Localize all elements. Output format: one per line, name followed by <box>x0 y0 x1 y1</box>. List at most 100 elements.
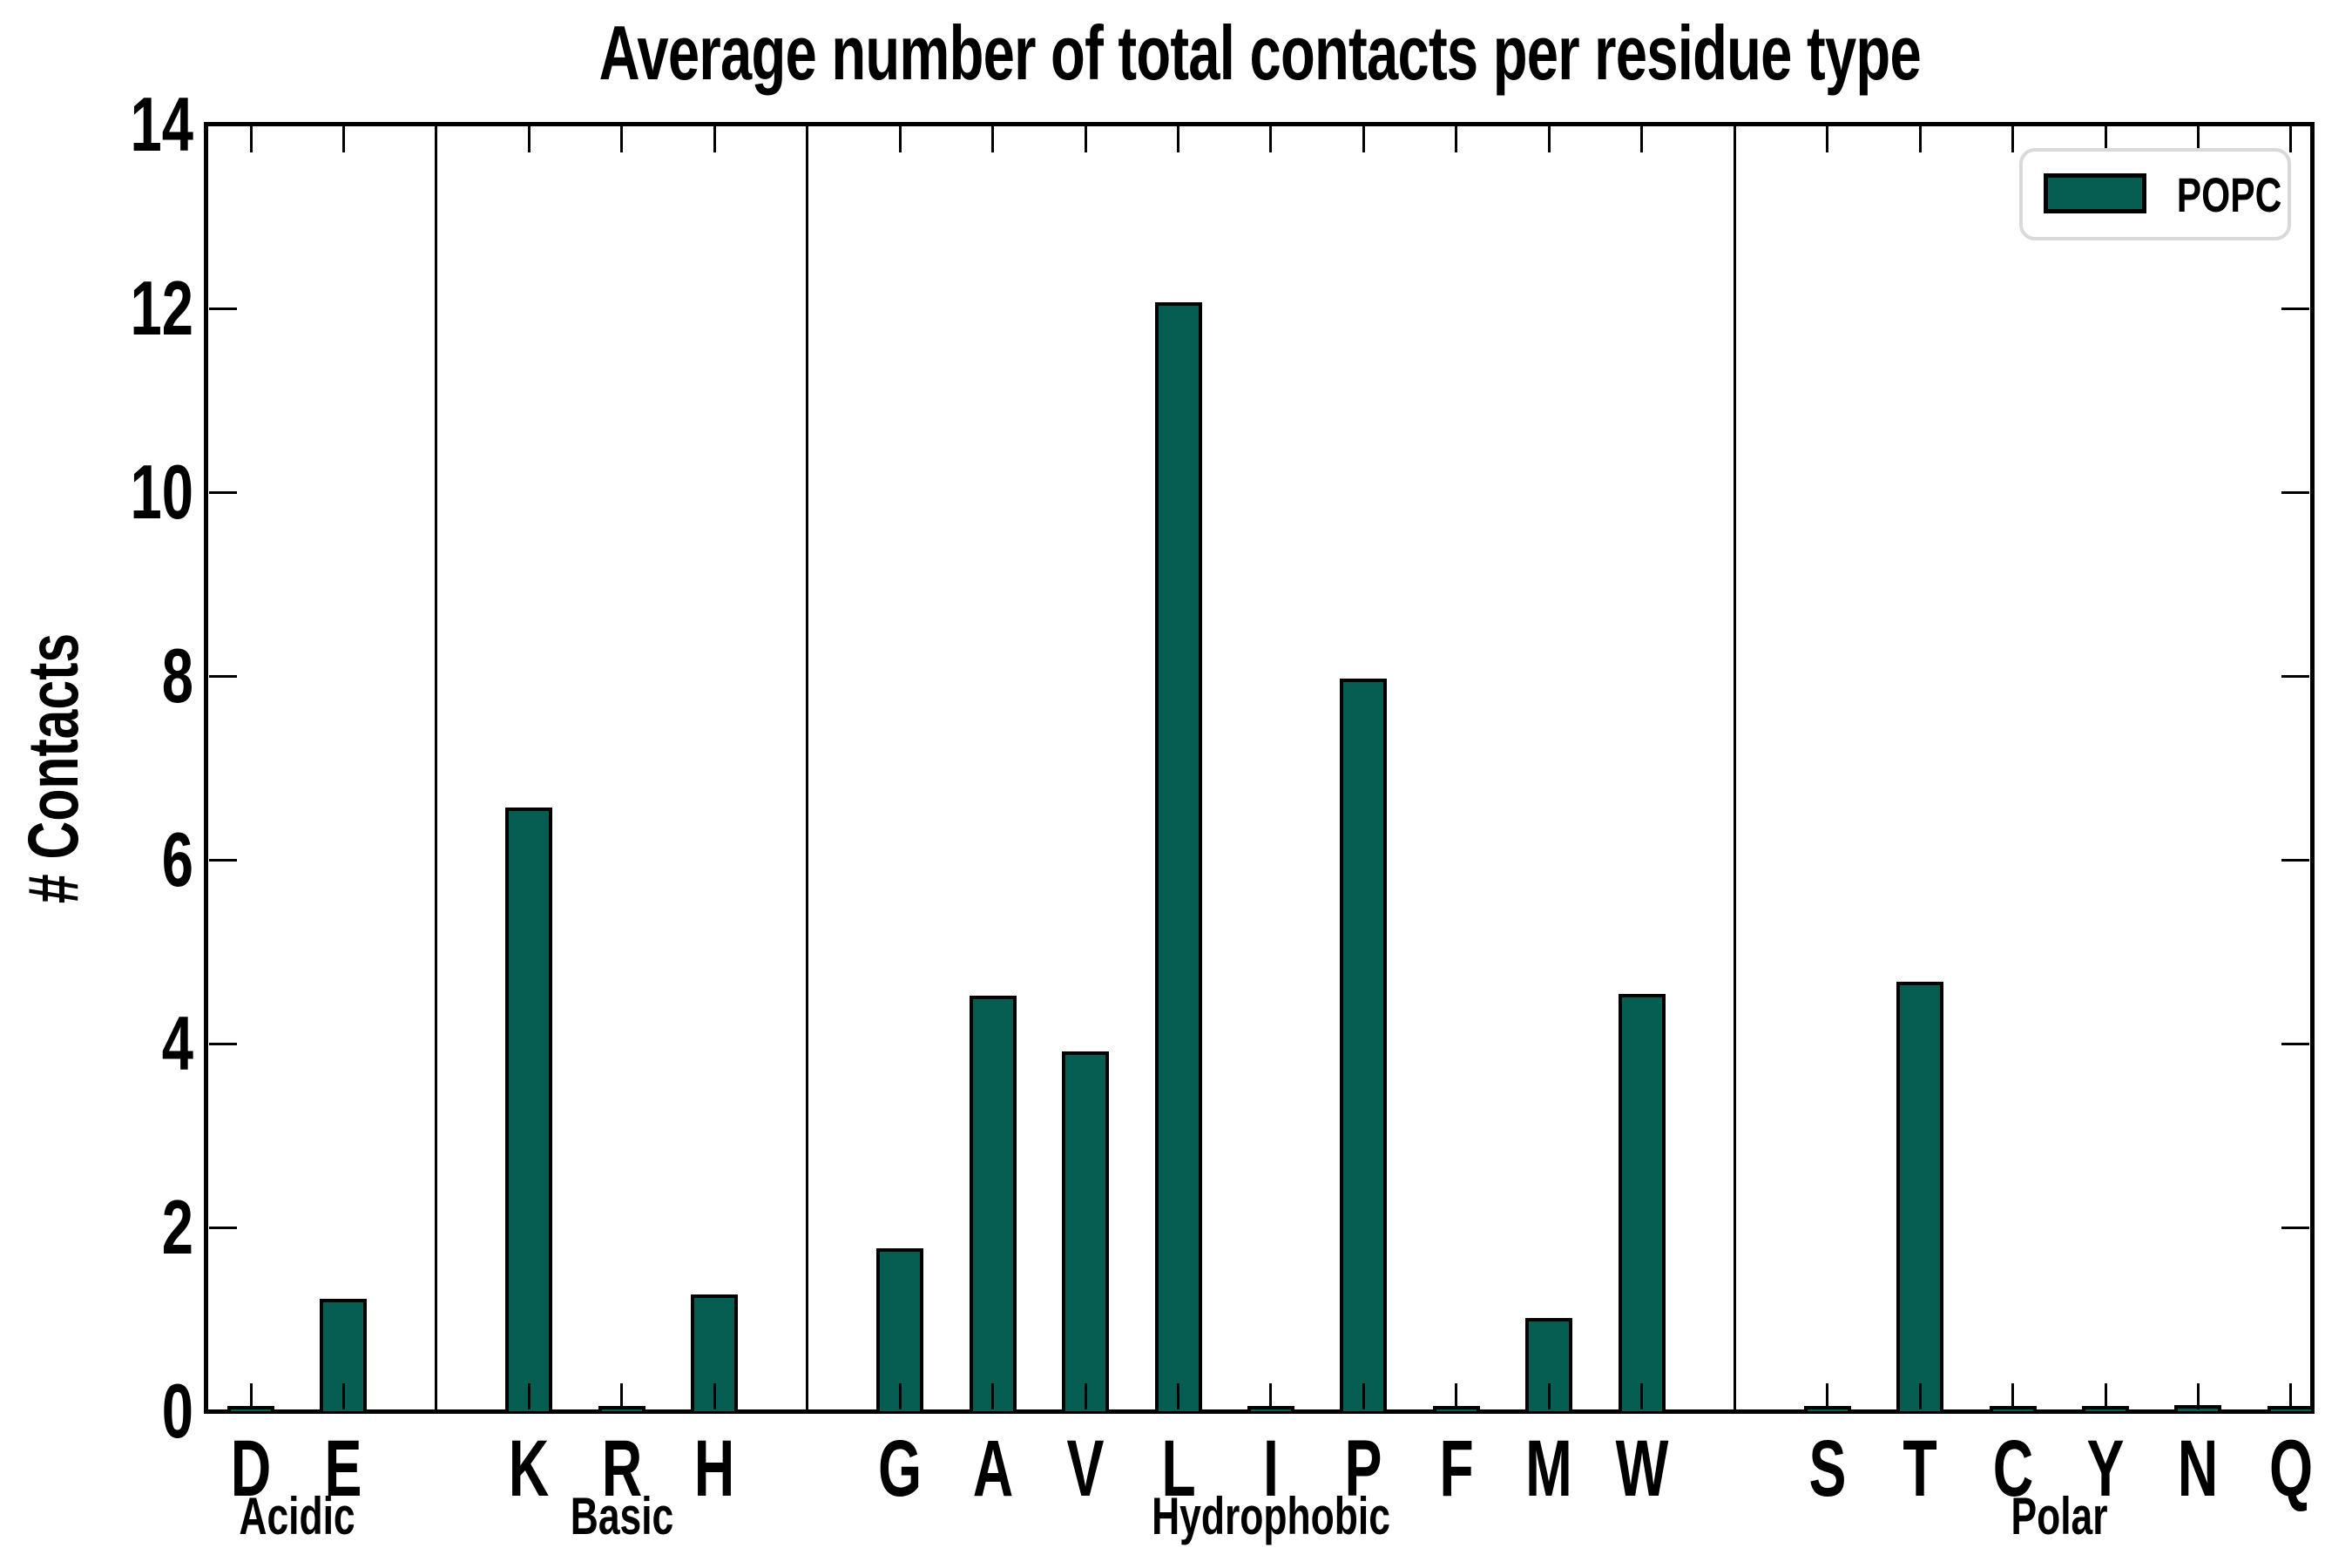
y-tick-right <box>2281 674 2309 678</box>
x-tick-bottom <box>2289 1383 2293 1409</box>
x-tick-top <box>2104 126 2107 152</box>
x-tick-bottom <box>2196 1383 2200 1409</box>
bar-V <box>1062 1051 1110 1411</box>
x-tick-top <box>249 126 253 152</box>
group-separator-line <box>435 126 438 1409</box>
x-tick-bottom <box>898 1383 902 1409</box>
plot-frame <box>204 122 2315 1414</box>
x-tick-top <box>1269 126 1273 152</box>
x-label-V: V <box>1066 1424 1105 1513</box>
x-tick-bottom <box>1918 1383 1922 1409</box>
y-tick-left <box>209 307 237 310</box>
x-tick-top <box>806 126 809 152</box>
bar-P <box>1340 679 1388 1411</box>
x-label-Y: Y <box>2086 1424 2125 1513</box>
x-label-K: K <box>509 1424 550 1513</box>
y-tick-left <box>209 1226 237 1229</box>
y-tick-label-0: 0 <box>161 1368 193 1454</box>
y-tick-right <box>2281 1226 2309 1229</box>
x-tick-top <box>898 126 902 152</box>
x-label-T: T <box>1903 1424 1937 1513</box>
x-tick-bottom <box>2104 1383 2107 1409</box>
y-tick-label-14: 14 <box>130 81 193 167</box>
y-tick-left <box>209 490 237 494</box>
y-tick-label-6: 6 <box>161 816 193 902</box>
x-tick-bottom <box>2011 1383 2015 1409</box>
group-label-hydrophobic: Hydrophobic <box>1152 1487 1390 1545</box>
x-label-I: I <box>1262 1424 1279 1513</box>
x-label-H: H <box>693 1424 735 1513</box>
x-tick-top <box>620 126 624 152</box>
chart-title-text: Average number of total contacts per res… <box>598 10 1921 96</box>
group-label-basic: Basic <box>570 1487 674 1545</box>
x-label-P: P <box>1344 1424 1382 1513</box>
x-label-W: W <box>1615 1424 1669 1513</box>
x-tick-top <box>2011 126 2015 152</box>
x-tick-bottom <box>806 1383 809 1409</box>
y-tick-label-10: 10 <box>130 449 193 535</box>
x-tick-bottom <box>1826 1383 1829 1409</box>
x-tick-top <box>1455 126 1458 152</box>
x-label-N: N <box>2178 1424 2219 1513</box>
x-tick-bottom <box>1547 1383 1551 1409</box>
x-label-S: S <box>1808 1424 1847 1513</box>
x-tick-bottom <box>1177 1383 1179 1409</box>
y-tick-label-4: 4 <box>161 1000 193 1086</box>
y-tick-right <box>2281 858 2309 862</box>
bar-K <box>505 807 553 1411</box>
x-tick-bottom <box>435 1383 438 1409</box>
x-tick-bottom <box>1362 1383 1365 1409</box>
x-label-L: L <box>1160 1424 1196 1513</box>
x-label-G: G <box>878 1424 923 1513</box>
y-tick-label-12: 12 <box>130 265 193 351</box>
x-tick-bottom <box>1269 1383 1273 1409</box>
group-label-polar: Polar <box>2011 1487 2108 1545</box>
x-tick-top <box>991 126 995 152</box>
x-label-C: C <box>1992 1424 2033 1513</box>
bar-W <box>1618 994 1666 1411</box>
x-label-R: R <box>601 1424 643 1513</box>
x-tick-top <box>1177 126 1179 152</box>
x-label-D: D <box>230 1424 272 1513</box>
x-tick-top <box>1362 126 1365 152</box>
y-tick-left <box>209 858 237 862</box>
y-tick-label-2: 2 <box>161 1184 193 1270</box>
group-separator-line <box>806 126 809 1409</box>
legend-label: POPC <box>2176 167 2282 222</box>
x-tick-bottom <box>1733 1383 1736 1409</box>
x-tick-bottom <box>527 1383 531 1409</box>
y-axis-label: # Contacts <box>14 632 93 904</box>
x-tick-top <box>2196 126 2200 152</box>
x-label-M: M <box>1525 1424 1573 1513</box>
x-tick-top <box>341 126 345 152</box>
x-label-Q: Q <box>2268 1424 2313 1513</box>
group-separator-line <box>1733 126 1736 1409</box>
x-tick-bottom <box>1455 1383 1458 1409</box>
x-tick-top <box>527 126 531 152</box>
x-tick-top <box>1640 126 1644 152</box>
chart-title: Average number of total contacts per res… <box>301 5 2218 101</box>
x-tick-top <box>435 126 438 152</box>
bar-A <box>969 996 1017 1411</box>
y-tick-right <box>2281 1042 2309 1045</box>
x-label-E: E <box>324 1424 362 1513</box>
x-tick-bottom <box>341 1383 345 1409</box>
x-label-A: A <box>972 1424 1013 1513</box>
y-tick-right <box>2281 307 2309 310</box>
x-tick-top <box>713 126 716 152</box>
x-tick-top <box>1918 126 1922 152</box>
x-tick-top <box>1826 126 1829 152</box>
x-tick-bottom <box>620 1383 624 1409</box>
x-tick-top <box>2289 126 2293 152</box>
x-tick-top <box>1084 126 1087 152</box>
x-tick-bottom <box>1640 1383 1644 1409</box>
group-label-acidic: Acidic <box>239 1487 355 1545</box>
x-tick-bottom <box>991 1383 995 1409</box>
legend: POPC <box>2019 148 2291 240</box>
x-label-F: F <box>1439 1424 1474 1513</box>
legend-swatch-popc <box>2044 173 2146 213</box>
x-tick-top <box>1733 126 1736 152</box>
x-tick-top <box>1547 126 1551 152</box>
bar-L <box>1154 301 1202 1411</box>
